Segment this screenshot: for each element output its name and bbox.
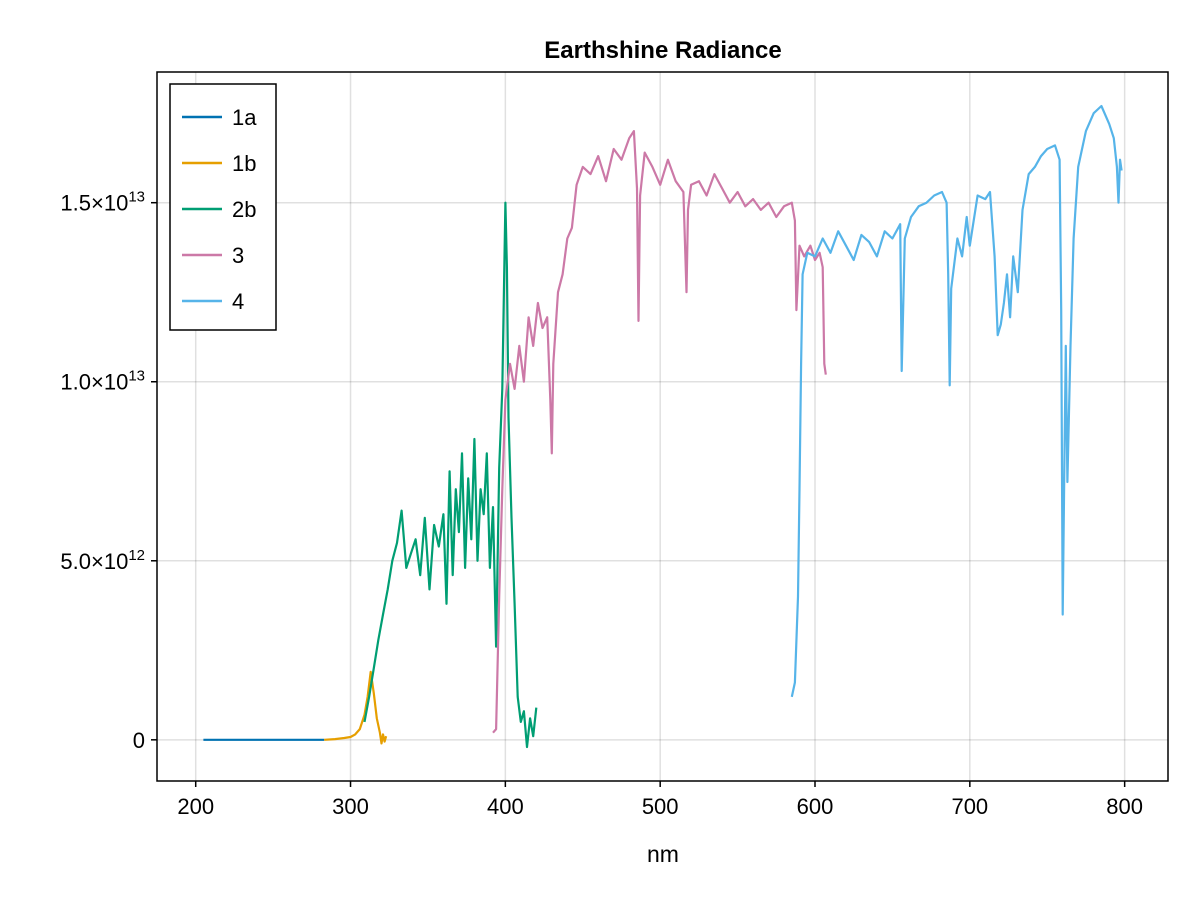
legend-label-4: 4	[232, 289, 244, 314]
y-tick-mantissa: 1.5×10	[60, 191, 128, 216]
x-tick-label: 700	[951, 794, 988, 819]
y-tick-label: 1.0×1013	[60, 368, 145, 395]
x-tick-label: 800	[1106, 794, 1143, 819]
series-line-4	[790, 104, 1123, 698]
y-tick-label: 1.5×1013	[60, 189, 145, 216]
series-line-3	[492, 130, 827, 734]
legend: 1a 1b 2b 3 4	[169, 83, 277, 331]
series-layer	[203, 104, 1123, 749]
x-axis-label: nm	[647, 841, 679, 867]
y-tick-exponent: 12	[128, 547, 145, 564]
legend-label-3: 3	[232, 243, 244, 268]
y-tick-exponent: 13	[128, 189, 145, 206]
x-tick-label: 400	[487, 794, 524, 819]
y-tick-exponent: 13	[128, 368, 145, 385]
series-line-1b	[324, 670, 388, 745]
grid	[157, 72, 1168, 781]
y-tick-mantissa: 5.0×10	[60, 549, 128, 574]
plot-frame	[156, 71, 1169, 782]
chart-title: Earthshine Radiance	[544, 37, 781, 64]
legend-label-1b: 1b	[232, 151, 256, 176]
y-tick-label: 0	[133, 728, 145, 753]
x-tick-label: 500	[642, 794, 679, 819]
legend-box	[169, 83, 277, 331]
legend-label-2b: 2b	[232, 197, 256, 222]
y-tick-mantissa: 1.0×10	[60, 370, 128, 395]
x-tick-label: 300	[332, 794, 369, 819]
series-line-2b	[363, 201, 538, 749]
x-tick-label: 600	[797, 794, 834, 819]
x-axis-ticks: 200 300 400 500 600 700 800	[177, 781, 1143, 819]
legend-label-1a: 1a	[232, 105, 257, 130]
x-tick-label: 200	[177, 794, 214, 819]
y-tick-mantissa: 0	[133, 728, 145, 753]
y-tick-label: 5.0×1012	[60, 547, 145, 574]
